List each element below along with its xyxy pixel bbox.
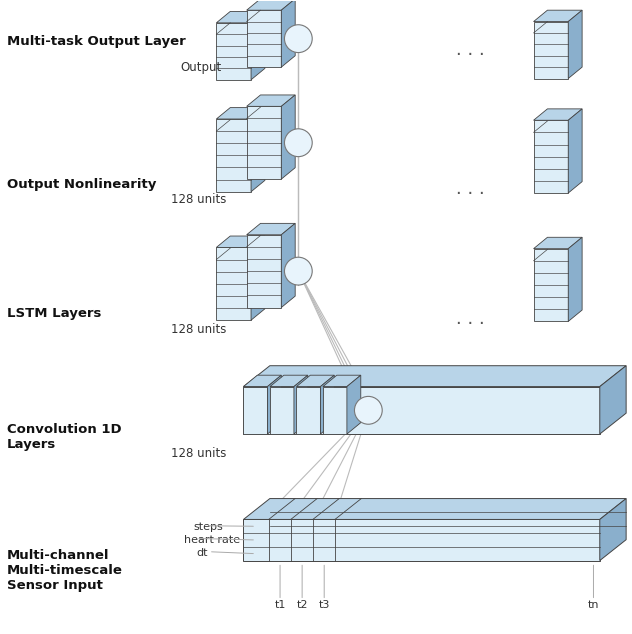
Polygon shape	[533, 120, 568, 193]
Polygon shape	[323, 375, 361, 387]
Polygon shape	[243, 387, 267, 434]
Text: t1: t1	[274, 600, 286, 610]
Polygon shape	[216, 247, 251, 320]
Text: t3: t3	[319, 600, 330, 610]
Polygon shape	[243, 375, 281, 387]
Polygon shape	[568, 237, 582, 321]
Polygon shape	[243, 519, 600, 560]
Text: Multi-channel
Multi-timescale
Sensor Input: Multi-channel Multi-timescale Sensor Inp…	[7, 548, 123, 592]
Polygon shape	[216, 119, 251, 191]
Text: 128 units: 128 units	[171, 446, 226, 460]
Polygon shape	[251, 11, 265, 80]
Polygon shape	[251, 236, 265, 320]
Text: 128 units: 128 units	[171, 323, 226, 336]
Polygon shape	[243, 366, 626, 387]
Polygon shape	[294, 375, 308, 434]
Polygon shape	[216, 236, 265, 247]
Polygon shape	[296, 375, 334, 387]
Polygon shape	[347, 375, 361, 434]
Polygon shape	[216, 108, 265, 119]
Polygon shape	[246, 235, 281, 307]
Polygon shape	[246, 95, 295, 107]
Polygon shape	[281, 95, 295, 179]
Polygon shape	[533, 249, 568, 321]
Polygon shape	[533, 22, 568, 79]
Text: dt: dt	[196, 548, 208, 558]
Text: Output: Output	[180, 61, 222, 74]
Text: t2: t2	[296, 600, 308, 610]
Polygon shape	[246, 107, 281, 179]
Circle shape	[284, 25, 312, 53]
Text: heart rate: heart rate	[183, 534, 240, 545]
Polygon shape	[568, 10, 582, 79]
Polygon shape	[568, 109, 582, 193]
Polygon shape	[281, 223, 295, 307]
Text: Multi-task Output Layer: Multi-task Output Layer	[7, 36, 186, 48]
Polygon shape	[320, 375, 334, 434]
Polygon shape	[267, 375, 281, 434]
Polygon shape	[270, 387, 294, 434]
Text: 128 units: 128 units	[171, 193, 226, 207]
Circle shape	[355, 396, 382, 424]
Polygon shape	[216, 11, 265, 23]
Polygon shape	[600, 366, 626, 434]
Text: . . .: . . .	[456, 41, 485, 59]
Polygon shape	[251, 108, 265, 191]
Polygon shape	[216, 23, 251, 80]
Polygon shape	[270, 375, 308, 387]
Polygon shape	[246, 223, 295, 235]
Text: tn: tn	[588, 600, 599, 610]
Polygon shape	[600, 498, 626, 560]
Polygon shape	[323, 387, 347, 434]
Text: . . .: . . .	[456, 179, 485, 198]
Circle shape	[284, 257, 312, 285]
Polygon shape	[243, 387, 600, 434]
Polygon shape	[533, 10, 582, 22]
Polygon shape	[246, 0, 295, 10]
Text: Output Nonlinearity: Output Nonlinearity	[7, 178, 156, 191]
Polygon shape	[246, 10, 281, 67]
Circle shape	[284, 129, 312, 157]
Text: Convolution 1D
Layers: Convolution 1D Layers	[7, 424, 121, 451]
Text: LSTM Layers: LSTM Layers	[7, 307, 101, 320]
Polygon shape	[296, 387, 320, 434]
Text: steps: steps	[193, 522, 223, 532]
Text: . . .: . . .	[456, 310, 485, 328]
Polygon shape	[281, 0, 295, 67]
Polygon shape	[533, 237, 582, 249]
Polygon shape	[533, 109, 582, 120]
Polygon shape	[243, 498, 626, 519]
